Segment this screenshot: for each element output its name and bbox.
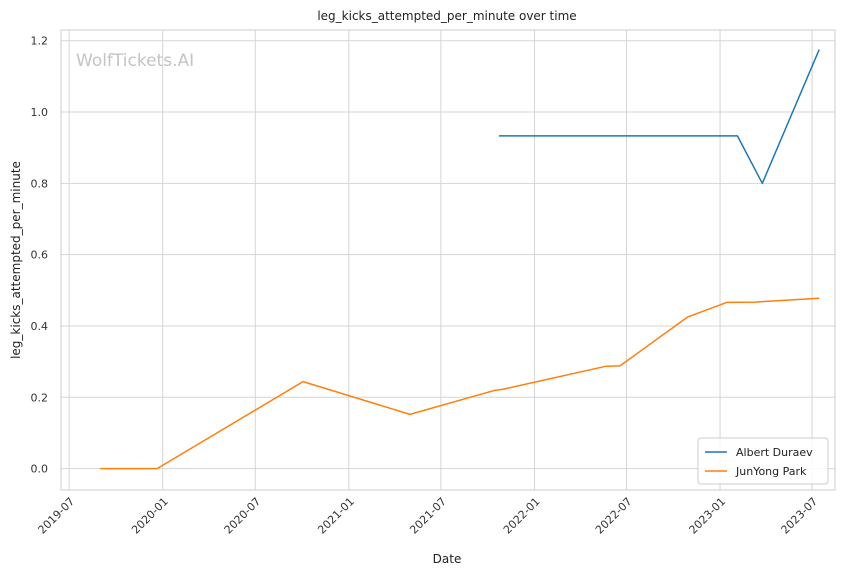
x-tick-label: 2022-07	[593, 495, 635, 537]
x-tick-label: 2020-01	[129, 495, 171, 537]
legend-entry-label: JunYong Park	[735, 465, 807, 478]
y-axis-label: leg_kicks_attempted_per_minute	[9, 161, 23, 359]
y-tick-label: 0.6	[31, 249, 49, 262]
watermark: WolfTickets.AI	[76, 51, 194, 71]
y-axis-ticks: 0.0 0.2 0.4 0.6 0.8 1.0 1.2	[31, 35, 49, 476]
x-axis-ticks: 2019-07 2020-01 2020-07 2021-01 2021-07 2022-…	[36, 495, 821, 537]
plot-frame	[60, 29, 836, 491]
x-axis-label: Date	[433, 552, 462, 566]
y-tick-label: 0.0	[31, 463, 49, 476]
x-tick-label: 2021-07	[407, 495, 449, 537]
legend: Albert Duraev JunYong Park	[697, 437, 829, 485]
series-line-junyong-park	[100, 297, 820, 470]
y-tick-label: 0.4	[31, 320, 49, 333]
x-tick-label: 2020-07	[222, 495, 264, 537]
x-tick-label: 2023-07	[779, 495, 821, 537]
legend-entry-label: Albert Duraev	[736, 446, 813, 459]
y-tick-label: 1.0	[31, 106, 49, 119]
y-tick-label: 0.2	[31, 391, 49, 404]
x-tick-label: 2019-07	[36, 495, 78, 537]
y-tick-label: 1.2	[31, 35, 49, 48]
series-layer	[100, 49, 820, 470]
x-tick-label: 2021-01	[315, 495, 357, 537]
series-line-albert-duraev	[498, 49, 820, 185]
legend-box	[697, 437, 829, 485]
x-tick-label: 2022-01	[501, 495, 543, 537]
y-tick-label: 0.8	[31, 177, 49, 190]
grid	[61, 30, 835, 490]
chart-title: leg_kicks_attempted_per_minute over time	[317, 9, 576, 23]
x-tick-label: 2023-01	[686, 495, 728, 537]
